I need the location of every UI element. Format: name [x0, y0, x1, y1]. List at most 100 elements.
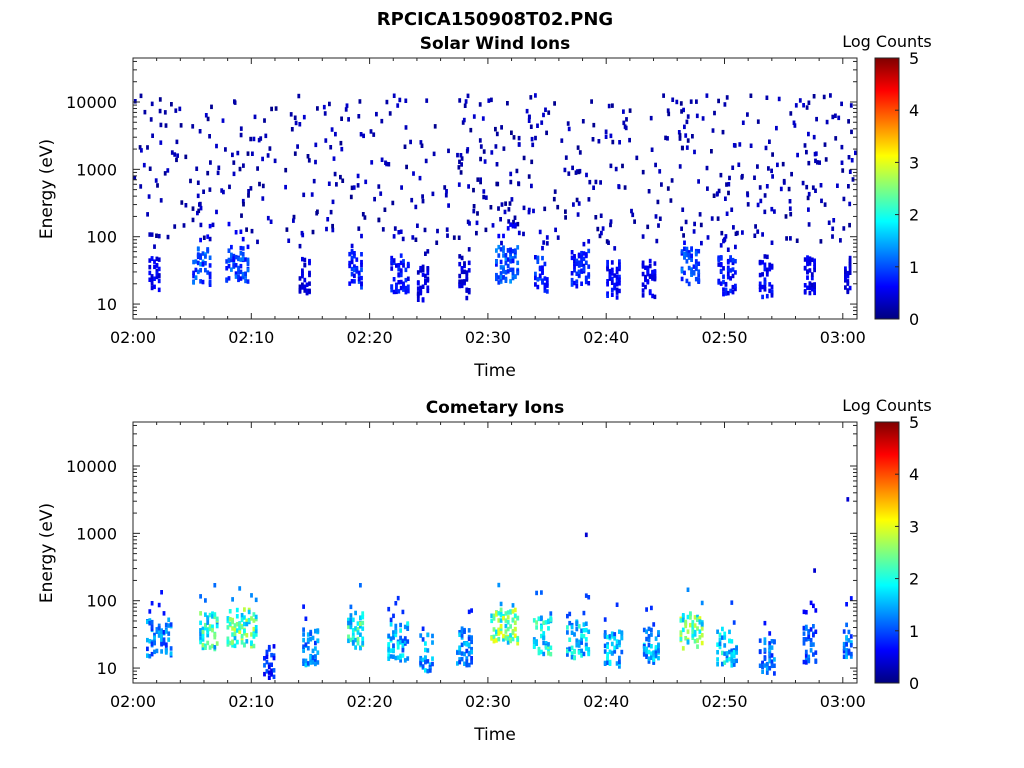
heatmap-cell [597, 139, 601, 144]
heatmap-cell [331, 223, 334, 229]
heatmap-cell [213, 583, 217, 588]
heatmap-cell [233, 643, 237, 649]
heatmap-cell [542, 640, 546, 646]
heatmap-cell [323, 111, 327, 116]
heatmap-cells [146, 497, 853, 680]
heatmap-cell [164, 650, 168, 655]
heatmap-cell [610, 651, 614, 656]
heatmap-cell [718, 644, 722, 650]
heatmap-cell [542, 620, 546, 625]
heatmap-cell [768, 282, 772, 287]
heatmap-cell [460, 283, 464, 289]
heatmap-cell [424, 647, 427, 653]
heatmap-cell [331, 227, 335, 233]
heatmap-cell [467, 650, 471, 656]
heatmap-cell [807, 100, 811, 105]
heatmap-cell [199, 222, 203, 228]
heatmap-cell [582, 610, 586, 616]
heatmap-cell [199, 255, 202, 260]
heatmap-cell [353, 273, 356, 279]
heatmap-cell [237, 256, 240, 262]
heatmap-cell [419, 285, 423, 291]
heatmap-cell [577, 624, 581, 629]
heatmap-cell [792, 120, 796, 125]
heatmap-cell [693, 615, 697, 620]
heatmap-cell [309, 655, 313, 660]
heatmap-cell [414, 204, 418, 210]
heatmap-cell [556, 235, 560, 240]
heatmap-cell [513, 254, 517, 259]
heatmap-cell [285, 227, 289, 232]
heatmap-cell [233, 623, 237, 628]
heatmap-cell [847, 155, 851, 160]
heatmap-cell [849, 651, 853, 657]
heatmap-cell [329, 209, 333, 215]
heatmap-cell [361, 614, 365, 620]
heatmap-cell [765, 254, 769, 260]
heatmap-cell [509, 259, 512, 264]
heatmap-cell [494, 144, 498, 149]
heatmap-cell [761, 260, 764, 265]
heatmap-cell [311, 648, 315, 654]
heatmap-cells [133, 93, 857, 303]
heatmap-cell [842, 226, 846, 231]
heatmap-cell [615, 266, 619, 272]
heatmap-cell [722, 274, 725, 279]
heatmap-cell [534, 93, 537, 98]
heatmap-cell [735, 650, 738, 655]
heatmap-cell [509, 247, 512, 252]
heatmap-cell [419, 658, 423, 663]
heatmap-cell [458, 283, 462, 289]
heatmap-cell [208, 236, 212, 242]
heatmap-cell [763, 647, 767, 653]
heatmap-cell [243, 621, 246, 627]
heatmap-cell [254, 632, 258, 637]
heatmap-cell [345, 103, 349, 108]
heatmap-cell [463, 651, 466, 657]
heatmap-cell [802, 625, 806, 631]
heatmap-cell [395, 283, 398, 289]
heatmap-cell [504, 611, 508, 616]
heatmap-cell [240, 617, 244, 623]
heatmap-cell [304, 616, 308, 621]
heatmap-cell [570, 271, 574, 276]
heatmap-cell [196, 193, 200, 199]
heatmap-cell [419, 633, 423, 638]
heatmap-cell [527, 174, 531, 179]
colorbar-tick-label: 5 [909, 413, 919, 432]
heatmap-cell [653, 274, 657, 279]
heatmap-cell [357, 279, 361, 284]
heatmap-cell [251, 151, 254, 156]
heatmap-cell [753, 233, 757, 238]
heatmap-cell [467, 289, 471, 295]
heatmap-cell [758, 272, 762, 278]
heatmap-cell [768, 648, 772, 654]
heatmap-cell [511, 609, 515, 614]
heatmap-cell [424, 655, 427, 660]
heatmap-cell [511, 256, 515, 261]
heatmap-cell [157, 233, 161, 239]
heatmap-cell [806, 285, 809, 290]
heatmap-cell [170, 102, 173, 107]
heatmap-cell [575, 279, 579, 284]
heatmap-cell [239, 269, 243, 275]
heatmap-cell [157, 287, 161, 293]
heatmap-cell [845, 642, 848, 647]
heatmap-cell [402, 259, 405, 264]
heatmap-cell [270, 662, 273, 667]
heatmap-cell [599, 180, 602, 185]
heatmap-cell [199, 205, 203, 211]
heatmap-cell [431, 191, 435, 197]
heatmap-cell [267, 644, 271, 650]
heatmap-cell [404, 277, 408, 283]
heatmap-cell [717, 280, 721, 285]
heatmap-cell [647, 649, 651, 655]
heatmap-cell [250, 640, 253, 645]
heatmap-cell [228, 621, 232, 627]
heatmap-cell [158, 97, 162, 102]
heatmap-cell [211, 222, 215, 228]
heatmap-cell [573, 254, 576, 259]
heatmap-cell [749, 143, 753, 148]
heatmap-cell [737, 162, 741, 167]
